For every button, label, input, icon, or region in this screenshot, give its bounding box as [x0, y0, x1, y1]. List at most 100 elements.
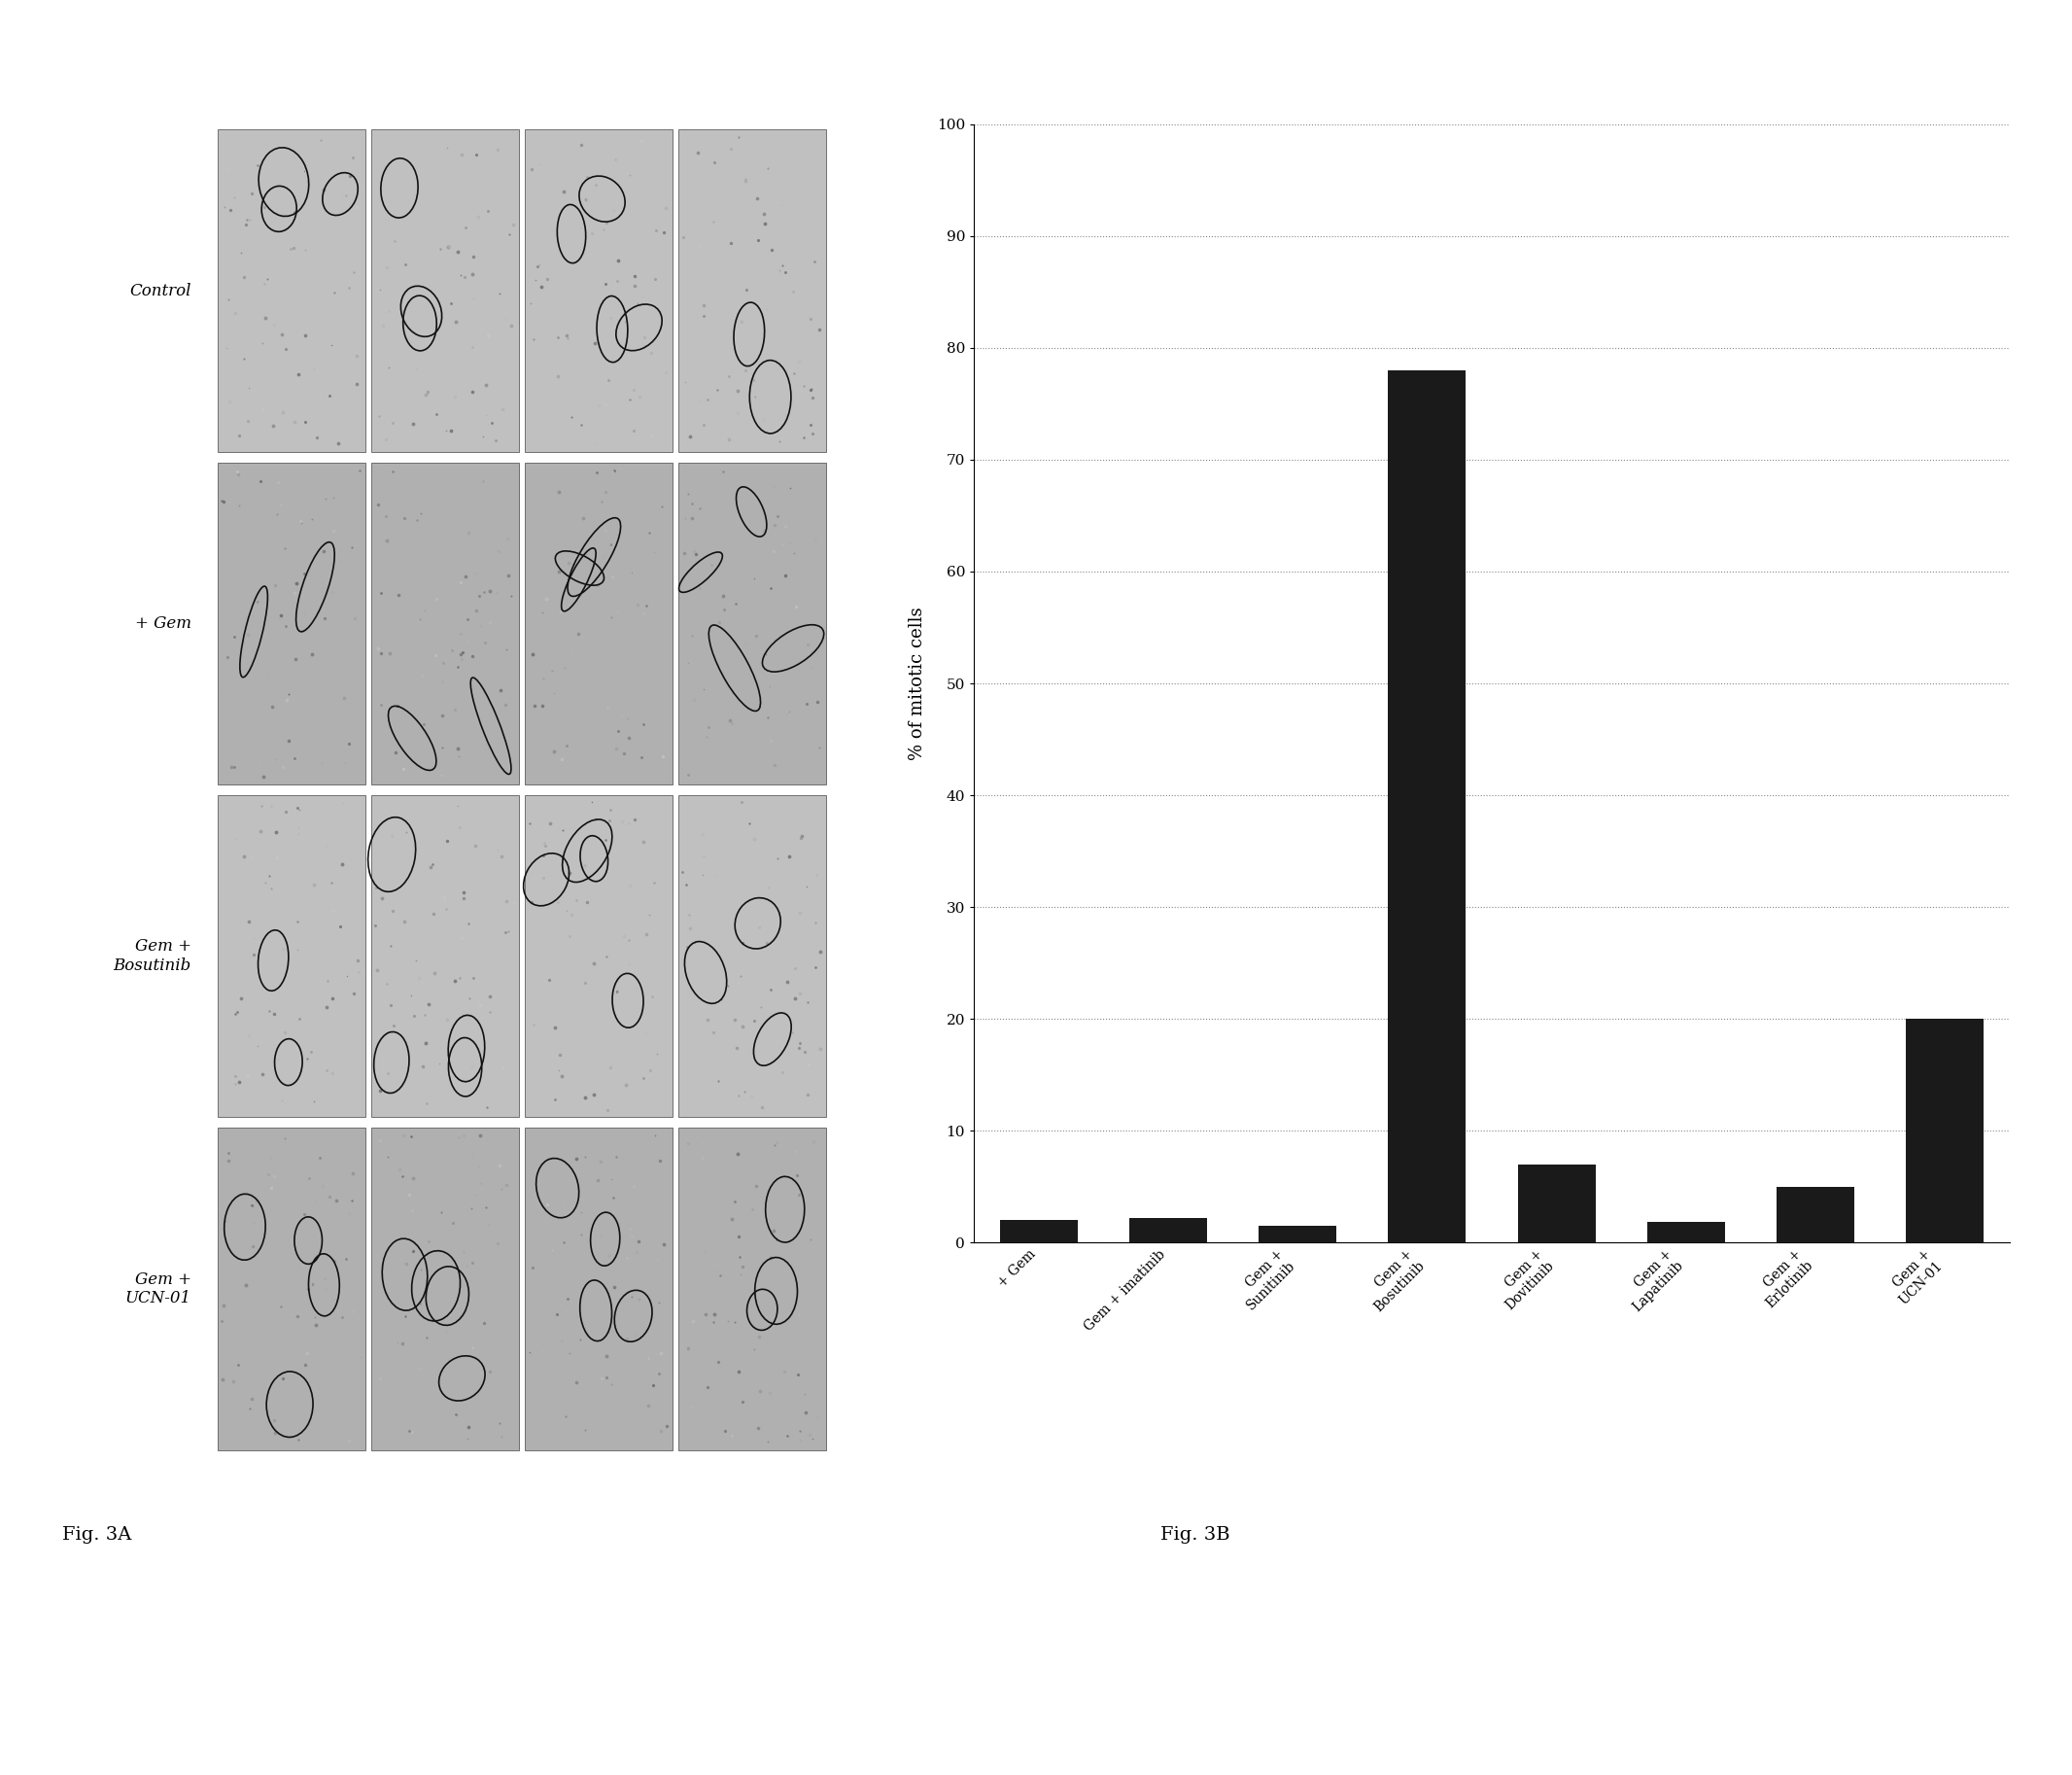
Point: [249, 270, 282, 298]
Point: [551, 1285, 584, 1314]
Point: [303, 1143, 336, 1172]
Point: [371, 527, 404, 556]
Point: [255, 1143, 288, 1172]
Point: [369, 1255, 402, 1283]
Point: [278, 476, 311, 504]
Point: [240, 588, 274, 616]
Ellipse shape: [738, 312, 760, 357]
Point: [387, 754, 421, 783]
Point: [729, 628, 762, 657]
Point: [622, 382, 655, 410]
Point: [675, 1306, 709, 1335]
Point: [294, 1037, 327, 1065]
Point: [624, 742, 657, 770]
Point: [298, 1303, 332, 1331]
Point: [613, 1214, 646, 1242]
Point: [213, 387, 247, 415]
Point: [441, 1124, 474, 1152]
Point: [576, 950, 609, 978]
Point: [286, 1276, 319, 1305]
Point: [729, 355, 762, 383]
Point: [443, 813, 477, 841]
Point: [690, 1301, 723, 1329]
Point: [371, 254, 404, 282]
Point: [381, 690, 414, 719]
Point: [404, 1255, 437, 1283]
Point: [595, 314, 628, 343]
Point: [220, 298, 253, 327]
Point: [667, 224, 700, 252]
Point: [783, 1033, 816, 1061]
Point: [727, 1077, 760, 1106]
Point: [439, 307, 472, 335]
Ellipse shape: [379, 1040, 404, 1085]
Ellipse shape: [327, 179, 352, 209]
Point: [719, 1033, 752, 1061]
Ellipse shape: [771, 1186, 798, 1232]
Point: [280, 1303, 313, 1331]
Point: [599, 733, 632, 761]
Point: [369, 502, 402, 531]
Point: [396, 1122, 429, 1150]
Point: [613, 950, 646, 978]
Point: [559, 1145, 593, 1173]
Point: [634, 1056, 667, 1085]
Point: [804, 1035, 837, 1063]
Ellipse shape: [686, 557, 717, 586]
Point: [526, 690, 559, 719]
Point: [445, 639, 479, 667]
Point: [460, 596, 493, 625]
Point: [796, 1127, 829, 1156]
Point: [470, 167, 503, 195]
Point: [485, 1422, 518, 1450]
Point: [410, 1324, 443, 1353]
Point: [746, 1093, 779, 1122]
Point: [406, 872, 439, 900]
Point: [740, 1172, 773, 1200]
Point: [361, 634, 394, 662]
Point: [456, 241, 489, 270]
Point: [309, 485, 342, 513]
Point: [282, 935, 315, 964]
Point: [373, 932, 406, 960]
Point: [431, 344, 464, 373]
Point: [690, 1005, 723, 1033]
Point: [489, 305, 522, 334]
Point: [234, 1384, 267, 1413]
Ellipse shape: [760, 1267, 792, 1314]
Point: [566, 410, 599, 438]
Point: [481, 1228, 514, 1257]
Point: [232, 373, 265, 401]
Point: [481, 137, 514, 165]
Point: [767, 252, 800, 280]
Point: [794, 1420, 827, 1448]
Point: [725, 307, 758, 335]
Point: [671, 1129, 704, 1157]
FancyBboxPatch shape: [371, 795, 518, 1118]
Point: [760, 502, 794, 531]
Point: [617, 804, 651, 832]
Point: [414, 852, 448, 880]
Point: [282, 813, 315, 841]
FancyBboxPatch shape: [524, 1129, 671, 1450]
Point: [371, 1058, 404, 1086]
Point: [218, 753, 251, 781]
Point: [421, 584, 454, 612]
Point: [305, 126, 338, 154]
Point: [261, 501, 294, 529]
Point: [584, 1211, 617, 1239]
Point: [323, 548, 356, 577]
Point: [236, 1209, 269, 1237]
Point: [429, 1319, 462, 1347]
Point: [286, 616, 319, 644]
Point: [570, 559, 603, 588]
Point: [286, 508, 319, 536]
Point: [454, 1053, 487, 1081]
Point: [748, 199, 781, 227]
Ellipse shape: [454, 1047, 477, 1088]
Point: [290, 394, 323, 422]
Point: [425, 667, 458, 696]
Point: [456, 1248, 489, 1276]
Point: [696, 1019, 729, 1047]
Point: [760, 1225, 794, 1253]
